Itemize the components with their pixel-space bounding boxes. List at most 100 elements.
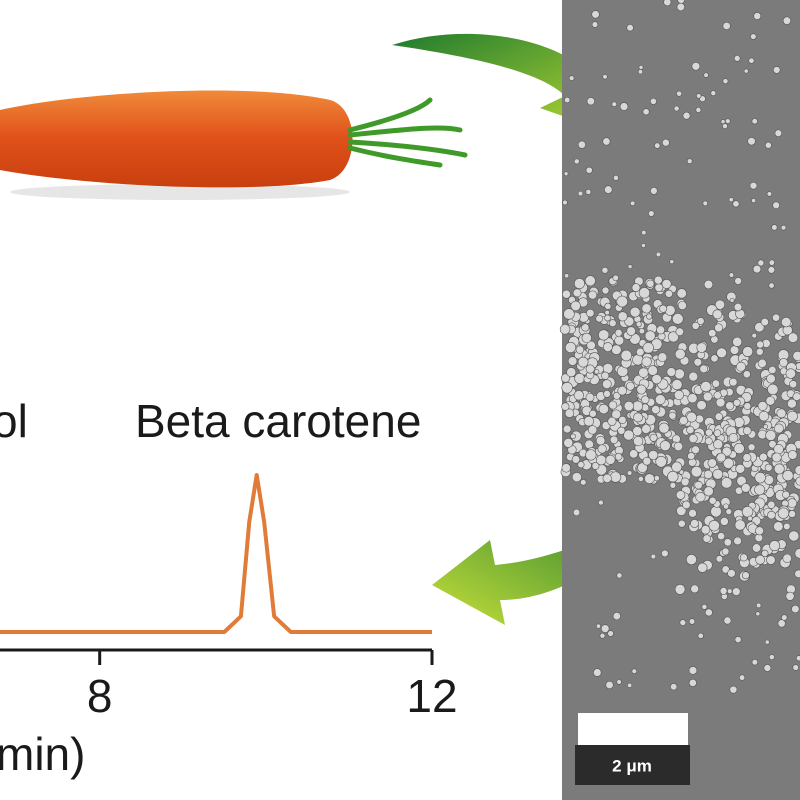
particle bbox=[788, 530, 800, 542]
particle bbox=[767, 383, 779, 396]
particle bbox=[755, 602, 762, 609]
peak-label: ol bbox=[0, 395, 28, 447]
particle bbox=[700, 380, 712, 393]
particle bbox=[631, 283, 641, 292]
particle bbox=[738, 674, 746, 681]
particle bbox=[693, 357, 703, 367]
particle bbox=[680, 477, 690, 487]
particle bbox=[653, 475, 660, 482]
particle bbox=[714, 299, 726, 310]
particle bbox=[720, 477, 733, 489]
particle bbox=[704, 608, 713, 617]
arrow bbox=[392, 33, 612, 132]
particle bbox=[638, 367, 649, 378]
particle bbox=[566, 367, 577, 378]
particle bbox=[755, 554, 765, 565]
particle bbox=[712, 468, 724, 480]
particle bbox=[591, 10, 600, 19]
particle bbox=[676, 505, 687, 516]
particle bbox=[617, 426, 626, 435]
particle bbox=[781, 316, 792, 328]
particle bbox=[792, 664, 799, 671]
particle bbox=[783, 522, 791, 531]
particle bbox=[721, 446, 732, 457]
particle bbox=[666, 367, 677, 377]
particle bbox=[564, 273, 570, 279]
particle bbox=[768, 365, 777, 375]
particle bbox=[627, 682, 633, 688]
particle bbox=[649, 97, 657, 105]
particle bbox=[573, 158, 580, 165]
particle bbox=[787, 410, 798, 422]
particle bbox=[676, 2, 685, 12]
particle bbox=[687, 393, 698, 404]
particle bbox=[585, 364, 595, 374]
particle bbox=[688, 371, 699, 382]
particle bbox=[603, 390, 611, 398]
particle bbox=[641, 303, 652, 314]
particle bbox=[691, 321, 700, 330]
particle bbox=[688, 434, 698, 444]
particle bbox=[632, 426, 643, 437]
particle bbox=[585, 166, 593, 174]
particle bbox=[785, 591, 795, 601]
particle bbox=[604, 314, 611, 322]
particle bbox=[682, 500, 691, 510]
particle bbox=[714, 412, 724, 421]
particle bbox=[564, 96, 571, 104]
particle bbox=[767, 500, 776, 509]
particle bbox=[674, 368, 685, 380]
particle bbox=[659, 304, 668, 313]
particle bbox=[661, 549, 669, 558]
particle bbox=[585, 392, 595, 402]
particle bbox=[654, 142, 661, 149]
particle bbox=[751, 118, 758, 125]
particle bbox=[690, 519, 699, 528]
particle bbox=[626, 24, 634, 32]
particle bbox=[774, 129, 783, 137]
particle bbox=[570, 300, 581, 312]
particle bbox=[714, 323, 724, 333]
particle bbox=[695, 491, 706, 503]
particle bbox=[702, 391, 713, 402]
particle bbox=[695, 107, 702, 113]
particle bbox=[688, 618, 696, 625]
carrot-leaves bbox=[347, 97, 468, 168]
particle bbox=[577, 356, 589, 368]
particle bbox=[633, 436, 644, 447]
particle bbox=[755, 611, 761, 617]
particle bbox=[685, 554, 697, 566]
particle bbox=[765, 396, 776, 406]
particle bbox=[632, 354, 644, 366]
particle bbox=[677, 300, 687, 311]
particle bbox=[661, 278, 672, 289]
particle bbox=[721, 547, 730, 556]
carrot bbox=[0, 90, 353, 188]
particle bbox=[741, 571, 750, 580]
particle bbox=[581, 323, 590, 332]
particle bbox=[710, 90, 717, 97]
particle bbox=[773, 521, 784, 532]
particle bbox=[758, 410, 770, 422]
particle bbox=[642, 108, 650, 116]
particle bbox=[659, 440, 671, 452]
particle bbox=[570, 433, 576, 440]
particle bbox=[755, 347, 764, 356]
particle bbox=[785, 368, 796, 379]
particle bbox=[638, 287, 651, 299]
particle bbox=[655, 251, 662, 258]
particle bbox=[612, 391, 621, 400]
particle bbox=[595, 623, 601, 629]
particle bbox=[619, 102, 629, 111]
particle bbox=[599, 632, 606, 639]
particle bbox=[707, 458, 717, 468]
particle bbox=[741, 506, 754, 518]
particle bbox=[696, 342, 707, 353]
particle bbox=[702, 534, 711, 543]
particle bbox=[616, 572, 623, 579]
particle bbox=[747, 443, 756, 452]
particle bbox=[688, 678, 697, 687]
particle bbox=[564, 341, 577, 354]
particle bbox=[720, 119, 726, 124]
